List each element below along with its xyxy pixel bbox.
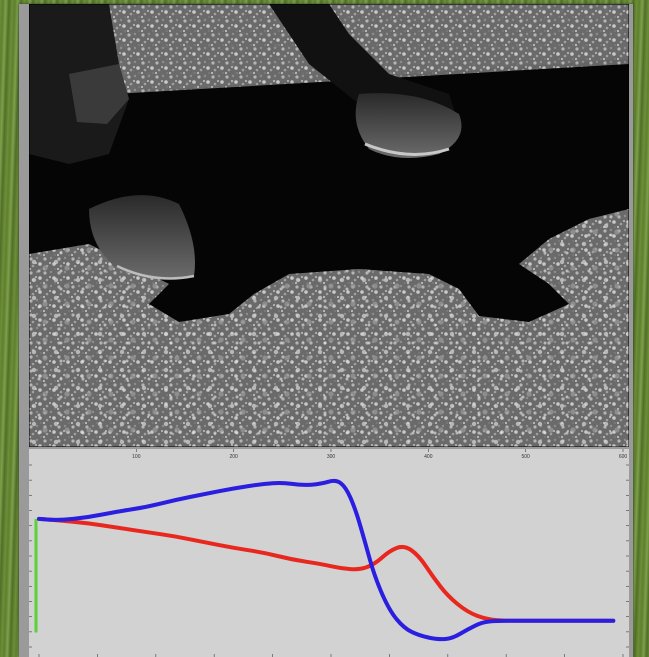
series-group: [37, 478, 616, 642]
x-tick-label-200: 200: [229, 454, 238, 460]
x-tick-label-400: 400: [424, 454, 433, 460]
hoof-photo-illustration: [29, 4, 629, 447]
chart-panel: 100 200 300 400 500 600: [29, 449, 629, 657]
axes: 100 200 300 400 500 600: [29, 449, 629, 657]
series-line-blue: [37, 478, 616, 642]
x-tick-label-500: 500: [521, 454, 530, 460]
x-tick-label-600: 600: [619, 454, 628, 460]
line-chart: 100 200 300 400 500 600: [29, 449, 629, 657]
x-tick-label-300: 300: [327, 454, 336, 460]
hoof-photo: [29, 4, 629, 447]
x-tick-label-100: 100: [132, 454, 141, 460]
